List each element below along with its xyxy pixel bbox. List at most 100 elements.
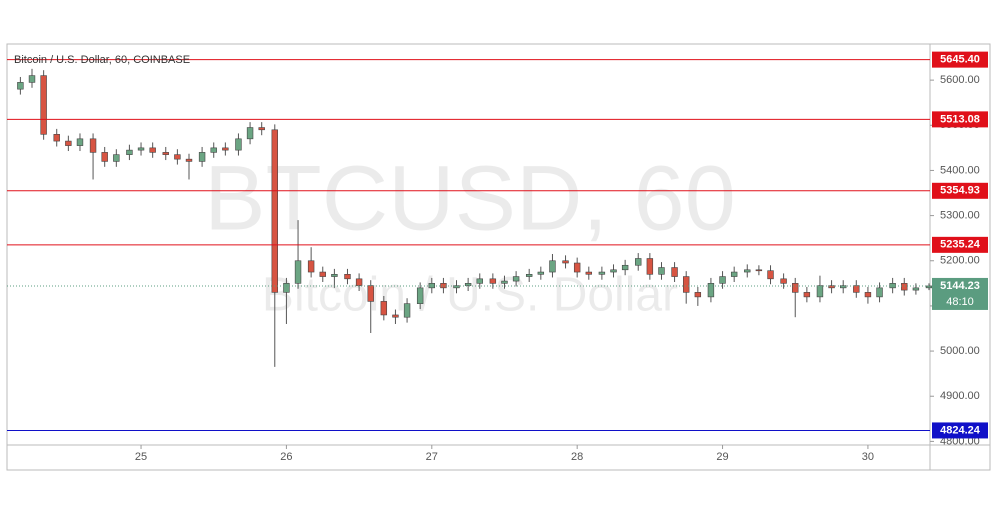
level-label-box	[932, 236, 988, 253]
candle-body	[780, 278, 787, 284]
candle-body	[755, 269, 763, 272]
candle-body	[101, 152, 108, 162]
x-tick-label: 28	[571, 451, 583, 463]
candle-body	[744, 269, 751, 273]
candle-body	[89, 138, 97, 153]
x-tick-label: 26	[280, 451, 292, 463]
candle-body	[537, 271, 545, 275]
candle-body	[489, 278, 497, 284]
candle-body	[525, 274, 533, 277]
candle-body	[76, 138, 84, 146]
x-tick-label: 30	[862, 451, 874, 463]
candle-body	[876, 287, 883, 298]
y-tick-label: 5400.00	[940, 164, 980, 176]
y-tick-label: 5300.00	[940, 210, 980, 222]
candle-body	[319, 271, 326, 277]
level-label-box	[932, 51, 988, 68]
candle-body	[646, 258, 654, 275]
candle-body	[719, 276, 726, 284]
candle-body	[235, 138, 242, 151]
level-label-box	[932, 182, 988, 199]
watermark-symbol: BTCUSD, 60	[204, 147, 736, 249]
candle-body	[610, 269, 617, 273]
candle-body	[853, 285, 860, 293]
candle-body	[573, 262, 581, 273]
candle-body	[185, 158, 193, 162]
candle-body	[294, 260, 302, 284]
x-tick-label: 25	[135, 451, 147, 463]
candle-body	[331, 274, 338, 277]
candle-body	[501, 280, 508, 284]
candle-body	[258, 127, 265, 131]
candle-body	[562, 260, 569, 264]
candle-body	[307, 260, 315, 273]
y-tick-label: 5600.00	[940, 74, 980, 86]
candle-body	[635, 258, 642, 266]
candle-body	[246, 127, 254, 140]
candle-body	[767, 270, 774, 280]
candle-body	[210, 147, 217, 153]
candle-body	[367, 285, 374, 302]
candle-body	[355, 278, 363, 286]
candle-body	[149, 147, 156, 153]
candle-body	[403, 303, 411, 318]
candle-body	[658, 267, 665, 275]
level-label-box	[932, 111, 988, 128]
candle-body	[198, 152, 206, 162]
candle-body	[840, 285, 847, 289]
candle-body	[440, 283, 447, 289]
level-label: 4824.24	[940, 424, 981, 436]
candle-body	[864, 292, 872, 298]
y-tick-label: 4900.00	[940, 390, 980, 402]
last-price-box	[932, 277, 988, 310]
countdown: 48:10	[946, 296, 974, 308]
candle-body	[512, 276, 520, 282]
level-label: 5513.08	[940, 113, 980, 125]
candle-body	[65, 140, 72, 146]
candle-body	[707, 283, 715, 298]
candle-body	[901, 283, 908, 291]
level-label: 5235.24	[940, 239, 981, 251]
candle-body	[621, 264, 629, 271]
candle-body	[113, 154, 120, 162]
level-label: 5645.40	[940, 54, 980, 66]
y-tick-label: 5000.00	[940, 345, 980, 357]
candle-body	[137, 147, 145, 151]
candle-body	[416, 287, 424, 304]
candle-body	[174, 154, 181, 160]
last-price-label: 5144.23	[940, 280, 980, 292]
watermark-name: Bitcoin / U.S. Dollar	[262, 269, 678, 322]
candle-body	[453, 285, 460, 289]
level-label: 5354.93	[940, 185, 980, 197]
candle-body	[682, 276, 690, 293]
level-label-box	[932, 422, 988, 439]
candle-body	[53, 134, 60, 142]
candle-body	[162, 152, 169, 155]
candle-body	[730, 271, 738, 277]
candle-body	[28, 75, 36, 83]
candle-body	[828, 285, 835, 289]
candle-body	[585, 271, 593, 275]
candle-body	[344, 274, 351, 280]
candle-body	[598, 271, 606, 275]
candle-body	[126, 149, 133, 155]
candle-body	[816, 285, 824, 298]
candle-body	[17, 82, 24, 90]
candle-body	[40, 75, 47, 135]
chart-title: Bitcoin / U.S. Dollar, 60, COINBASE	[14, 54, 190, 66]
candle-body	[283, 283, 290, 293]
candle-body	[912, 287, 920, 291]
chart-frame	[6, 43, 991, 471]
candle-body	[549, 260, 556, 273]
candle-body	[803, 292, 811, 298]
candle-body	[222, 147, 229, 151]
y-tick-label: 5200.00	[940, 255, 980, 267]
candle-body	[271, 129, 278, 293]
candle-body	[464, 283, 472, 286]
candle-body	[392, 314, 399, 318]
x-tick-label: 27	[426, 451, 438, 463]
candle-body	[694, 292, 702, 298]
candle-body	[671, 267, 678, 277]
candle-body	[476, 278, 483, 284]
